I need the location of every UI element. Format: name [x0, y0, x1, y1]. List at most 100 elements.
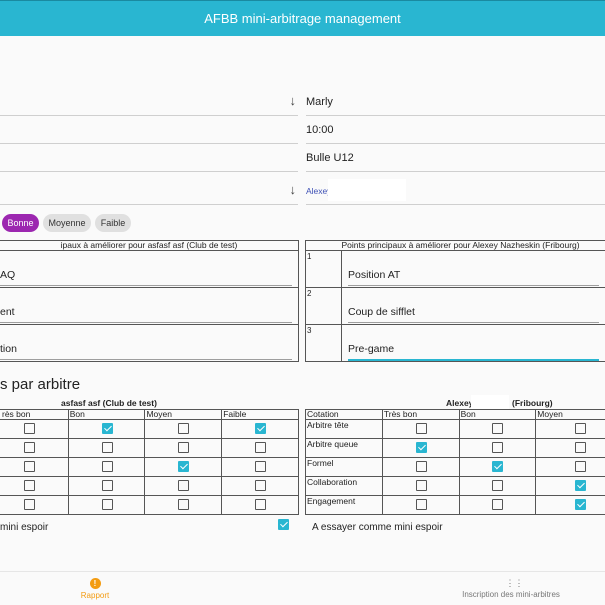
grid-cell: [144, 457, 223, 477]
rating-checkbox[interactable]: [575, 499, 587, 510]
left-referee-name: asfasf asf (Club de test): [61, 398, 157, 408]
rating-checkbox[interactable]: [255, 423, 267, 434]
point-left-2[interactable]: ent: [0, 287, 299, 325]
rating-checkbox[interactable]: [178, 480, 190, 491]
point-right-3[interactable]: Pre-game: [341, 324, 605, 362]
team-field[interactable]: Bulle U12: [306, 144, 605, 172]
rating-checkbox[interactable]: [415, 461, 427, 472]
grid-cell: [458, 438, 537, 458]
grid-cell: [535, 419, 605, 439]
rating-checkbox[interactable]: [255, 442, 267, 453]
left-field-2[interactable]: [0, 116, 298, 144]
rating-checkbox[interactable]: [24, 499, 36, 510]
chip-moyenne[interactable]: Moyenne: [43, 214, 91, 232]
chip-faible[interactable]: Faible: [95, 214, 131, 232]
rating-checkbox[interactable]: [24, 480, 36, 491]
point-right-1[interactable]: Position AT: [341, 250, 605, 288]
left-field-1[interactable]: ↓: [0, 88, 298, 116]
table-row: Arbitre tête: [305, 419, 605, 439]
grid-cell: [458, 457, 537, 477]
right-eval-grid: Cotation Très bon Bon Moyen Arbitre tête…: [305, 409, 605, 515]
app-title-bar: AFBB mini-arbitrage management: [0, 0, 605, 36]
grid-cell: [0, 457, 69, 477]
referee-field[interactable]: Alexey: [306, 177, 605, 205]
dialpad-icon: ⋮⋮: [505, 578, 524, 588]
rating-checkbox[interactable]: [415, 442, 427, 453]
rating-checkbox[interactable]: [178, 461, 190, 472]
points-right-header: Points principaux à améliorer pour Alexe…: [341, 240, 605, 251]
rating-checkbox[interactable]: [101, 442, 113, 453]
rating-checkbox[interactable]: [101, 423, 113, 434]
criterion-label: Arbitre queue: [305, 438, 383, 458]
rating-checkbox[interactable]: [575, 442, 587, 453]
rating-checkbox[interactable]: [24, 442, 36, 453]
right-referee-club: (Fribourg): [512, 398, 553, 408]
col-header: rès bon: [0, 409, 69, 420]
grid-cell: [0, 495, 69, 515]
time-value: 10:00: [306, 124, 334, 136]
left-mini-espoir-checkbox[interactable]: [278, 519, 289, 530]
grid-cell: [381, 476, 460, 496]
bottom-nav: ! Rapport ⋮⋮ Inscription des mini-arbitr…: [0, 571, 605, 605]
rating-checkbox[interactable]: [255, 480, 267, 491]
rating-checkbox[interactable]: [178, 499, 190, 510]
right-mini-espoir-label: A essayer comme mini espoir: [312, 522, 443, 533]
grid-cell: [144, 438, 223, 458]
rating-checkbox[interactable]: [101, 461, 113, 472]
nav-inscription[interactable]: ⋮⋮ Inscription des mini-arbitres: [455, 578, 567, 599]
right-referee-first: Alexey: [446, 398, 474, 408]
rating-checkbox[interactable]: [492, 442, 504, 453]
point-left-text[interactable]: tion: [0, 343, 292, 360]
grid-cell: [67, 476, 146, 496]
rating-checkbox[interactable]: [178, 423, 190, 434]
point-right-text[interactable]: Coup de sifflet: [348, 306, 599, 323]
table-row: Arbitre queue: [305, 438, 605, 458]
grid-cell: [0, 438, 69, 458]
table-row: Engagement: [305, 495, 605, 515]
point-num-cell: 2: [305, 287, 342, 325]
rating-checkbox[interactable]: [415, 423, 427, 434]
point-left-3[interactable]: tion: [0, 324, 299, 362]
col-header: Très bon: [381, 409, 460, 420]
location-field[interactable]: Marly: [306, 88, 605, 116]
rating-checkbox[interactable]: [492, 499, 504, 510]
point-right-text[interactable]: Position AT: [348, 269, 599, 286]
chip-bonne[interactable]: Bonne: [2, 214, 39, 232]
rating-checkbox[interactable]: [255, 461, 267, 472]
arrow-down-icon[interactable]: ↓: [289, 182, 297, 197]
rating-checkbox[interactable]: [24, 423, 36, 434]
section-title: s par arbitre: [0, 376, 81, 393]
criterion-label: Engagement: [305, 495, 383, 515]
grid-cell: [67, 495, 146, 515]
rating-checkbox[interactable]: [575, 423, 587, 434]
rating-checkbox[interactable]: [101, 499, 113, 510]
point-left-1[interactable]: AQ: [0, 250, 299, 288]
nav-inscription-label: Inscription des mini-arbitres: [462, 590, 560, 599]
table-row: [0, 438, 299, 458]
left-field-4[interactable]: ↓: [0, 177, 298, 205]
nav-rapport[interactable]: ! Rapport: [55, 578, 135, 600]
time-field[interactable]: 10:00: [306, 116, 605, 144]
rating-checkbox[interactable]: [575, 480, 587, 491]
rating-checkbox[interactable]: [492, 480, 504, 491]
rating-checkbox[interactable]: [24, 461, 36, 472]
arrow-down-icon[interactable]: ↓: [289, 93, 297, 108]
points-left-table: ipaux à améliorer pour asfasf asf (Club …: [0, 240, 299, 362]
rating-checkbox[interactable]: [255, 499, 267, 510]
rating-checkbox[interactable]: [415, 480, 427, 491]
point-right-text[interactable]: Pre-game: [348, 343, 599, 361]
rating-checkbox[interactable]: [492, 461, 504, 472]
left-field-3[interactable]: [0, 144, 298, 172]
rating-checkbox[interactable]: [575, 461, 587, 472]
rating-checkbox[interactable]: [492, 423, 504, 434]
rating-checkbox[interactable]: [415, 499, 427, 510]
rating-checkbox[interactable]: [101, 480, 113, 491]
point-left-text[interactable]: ent: [0, 306, 292, 323]
point-left-text[interactable]: AQ: [0, 269, 292, 286]
point-right-2[interactable]: Coup de sifflet: [341, 287, 605, 325]
point-num-cell: 3: [305, 324, 342, 362]
grid-cell: [144, 495, 223, 515]
rating-checkbox[interactable]: [178, 442, 190, 453]
grid-cell: [144, 419, 223, 439]
grid-cell: [67, 419, 146, 439]
